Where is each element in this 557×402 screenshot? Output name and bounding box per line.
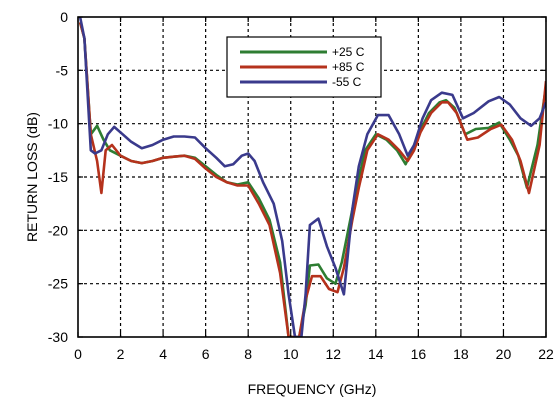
y-tick-label: -30 (48, 329, 68, 345)
y-tick-label: -15 (48, 169, 68, 185)
y-tick-label: -5 (56, 62, 69, 78)
x-tick-label: 8 (244, 346, 252, 362)
series-line-3 (78, 17, 546, 337)
y-tick-label: -25 (48, 276, 68, 292)
x-tick-label: 18 (453, 346, 469, 362)
x-tick-label: 4 (159, 346, 167, 362)
x-tick-label: 12 (325, 346, 341, 362)
series-lines (78, 17, 546, 337)
legend-label: +25 C (332, 45, 365, 59)
x-tick-label: 20 (496, 346, 512, 362)
x-tick-label: 22 (538, 346, 554, 362)
legend-label: -55 C (332, 75, 362, 89)
y-tick-label: 0 (60, 9, 68, 25)
grid-lines (78, 17, 546, 337)
series-line-2 (78, 21, 546, 337)
y-tick-label: -20 (48, 222, 68, 238)
x-tick-label: 14 (368, 346, 384, 362)
x-tick-label: 2 (117, 346, 125, 362)
x-tick-label: 6 (202, 346, 210, 362)
x-tick-label: 16 (411, 346, 427, 362)
y-axis-label: RETURN LOSS (dB) (24, 112, 40, 242)
x-tick-label: 0 (74, 346, 82, 362)
x-axis-label: FREQUENCY (GHz) (248, 381, 377, 397)
axis-ticks: 0 2 4 6 8 10 12 14 16 18 20 22 0 -5 -10 -15 -20 -25 -30 (48, 9, 554, 362)
y-tick-label: -10 (48, 116, 68, 132)
x-tick-label: 10 (283, 346, 299, 362)
legend-label: +85 C (332, 60, 365, 74)
legend: +25 C+85 C-55 C (226, 36, 382, 98)
